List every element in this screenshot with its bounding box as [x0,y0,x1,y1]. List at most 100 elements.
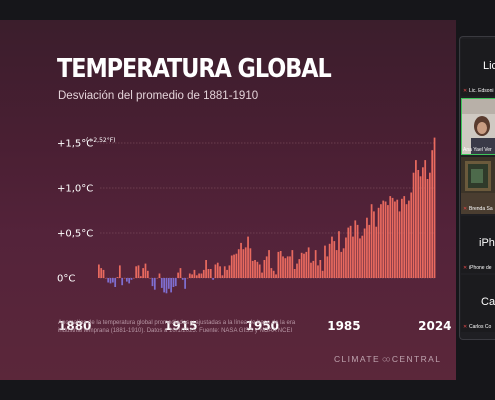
temperature-bar [109,278,112,284]
y-tick-label: 0°C [57,274,75,285]
temperature-bar [349,225,352,278]
temperature-bar [326,256,329,278]
x-tick-label: 1915 [164,319,197,333]
temperature-bar [396,199,399,278]
temperature-bar [270,268,273,278]
temperature-bar [146,270,149,278]
temperature-bar [328,243,331,278]
temperature-bar [366,217,368,278]
temperature-bar [221,275,224,278]
x-tick-label: 1950 [246,319,279,333]
participant-name: Ana Yael Ver [463,147,492,153]
temperature-bar [179,268,182,278]
temperature-bar [251,260,254,278]
temperature-bar [167,278,170,289]
temperature-bar [415,160,417,278]
temperature-bar [375,226,378,278]
temperature-bar [342,248,345,278]
temperature-bar [240,242,242,278]
temperature-bar [293,269,296,278]
x-tick-label: 1985 [327,319,360,333]
participant-tile-3[interactable]: ✕ Brenda Sa [461,157,495,214]
temperature-bar [286,256,289,278]
temperature-bar [303,253,305,278]
participant-name: Brenda Sa [469,206,493,212]
temperature-bar [389,196,392,278]
temperature-bar [314,250,317,278]
temperature-bar [114,278,117,287]
temperature-bar [356,224,359,278]
temperature-bar [284,258,287,278]
participant-name-row: ✕ Lic. Edsoni [463,88,493,94]
temperature-bar [174,278,177,287]
temperature-bar [331,236,333,278]
temperature-bar [291,250,294,278]
temperature-bar [200,273,203,278]
temperature-bar [426,179,429,278]
temperature-bar [102,269,105,278]
climate-central-brand: CLIMATE ○○ CENTRAL [334,354,441,364]
temperature-bar [144,263,147,278]
temperature-bar [312,260,315,278]
temperature-bar [128,278,131,284]
temperature-bar [116,277,119,278]
temperature-bar [317,265,319,278]
temperature-bar [340,251,343,278]
temperature-bar [139,276,142,278]
temperature-bar [272,270,275,278]
muted-mic-icon: ✕ [463,87,468,94]
temperature-bar [107,278,110,283]
participant-initials: Lic [483,60,495,72]
temperature-bar [121,278,124,286]
slide-title: TEMPERATURA GLOBAL [57,54,332,84]
temperature-bar [277,251,280,278]
temperature-bar [382,200,385,278]
temperature-bar [433,137,436,278]
temperature-bar [424,160,427,278]
participant-tile-2[interactable]: Ana Yael Ver [461,98,495,155]
participant-initials: iPho [479,237,495,249]
temperature-bar [195,275,198,278]
temperature-bar [160,278,163,288]
x-tick-label: 1880 [58,319,91,333]
temperature-bar [345,237,347,278]
temperature-bar [172,278,175,287]
temperature-bar [142,268,145,278]
temperature-bar [249,248,252,278]
temperature-bar [118,265,121,278]
brand-text-central: CENTRAL [391,354,442,364]
participant-tile-1[interactable]: Lic ✕ Lic. Edsoni [461,39,495,96]
temperature-bar [417,170,420,278]
temperature-bar [228,265,231,278]
temperature-bar [335,250,338,278]
shared-screen-slide: 0°C +0,5°C +1,0°C +1,5°C (+2,52°F) 1880 1915 19… [0,20,456,380]
temperature-bar [254,260,256,278]
temperature-bar [158,273,161,278]
temperature-bar [188,273,191,278]
temperature-bar [151,278,154,287]
temperature-bar [429,172,431,278]
temperature-bar [135,266,138,278]
temperature-bar [279,251,282,278]
participant-name-row: Ana Yael Ver [463,147,492,153]
temperature-chart: 0°C +0,5°C +1,0°C +1,5°C(+2,52°F) 1880 1915 19… [57,137,452,333]
temperature-bar [359,238,361,278]
temperature-bar [384,201,387,278]
temperature-bar [412,172,415,278]
participant-tile-4[interactable]: iPho ✕ iPhone de [461,216,495,273]
temperature-bar [226,269,228,278]
temperature-bar [275,274,277,278]
participant-tile-5[interactable]: Car ✕ Carlos Co [461,275,495,332]
source-note: Anomalías de la temperatura global prome… [58,320,296,334]
temperature-bar [282,256,284,278]
slide-subtitle: Desviación del promedio de 1881-1910 [58,90,259,102]
temperature-bar [361,235,364,278]
temperature-bar [207,269,210,278]
temperature-bar [319,260,322,278]
temperature-bar [177,272,179,278]
temperature-bar [223,266,226,278]
participants-panel[interactable]: Lic ✕ Lic. Edsoni Ana Yael Ver ✕ Brend [459,36,495,340]
temperature-bar [268,250,270,278]
temperature-bar [419,176,422,278]
y-tick-label: +1,5°C [57,139,93,150]
